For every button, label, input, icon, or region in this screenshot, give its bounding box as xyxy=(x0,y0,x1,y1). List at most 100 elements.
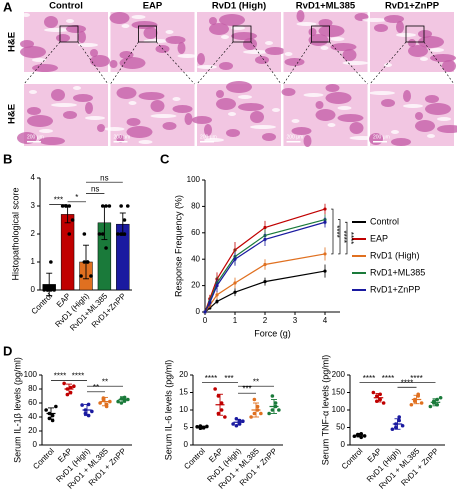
tissue xyxy=(104,127,125,131)
marker xyxy=(323,269,327,273)
tissue xyxy=(284,58,305,66)
tissue xyxy=(384,63,392,67)
significance: **** xyxy=(205,374,217,383)
data-point xyxy=(98,401,102,405)
tissue xyxy=(128,101,137,105)
y-axis-label: Response Frequency (%) xyxy=(173,195,183,297)
tissue xyxy=(349,122,364,134)
tissue xyxy=(303,135,312,147)
inset-line xyxy=(250,41,282,85)
data-point xyxy=(104,404,109,409)
x-tick-label: 1 xyxy=(233,316,238,325)
data-point xyxy=(359,432,364,436)
tissue xyxy=(291,127,312,135)
y-tick-label: 80 xyxy=(28,384,37,393)
marker xyxy=(263,225,267,230)
data-point xyxy=(237,422,242,426)
tissue xyxy=(291,119,300,123)
data-point xyxy=(216,394,221,398)
data-point xyxy=(374,399,379,404)
data-point xyxy=(409,402,414,407)
panel-label: B xyxy=(3,151,12,166)
data-point xyxy=(83,408,88,412)
y-axis-label: Serum IL-6 levels (pg/ml) xyxy=(163,360,173,461)
tissue xyxy=(20,40,34,48)
tissue xyxy=(121,24,130,28)
data-point xyxy=(65,387,70,391)
tissue xyxy=(396,21,404,33)
data-point xyxy=(352,434,357,439)
tissue xyxy=(85,116,105,120)
tissue xyxy=(32,64,58,72)
data-point xyxy=(119,397,124,401)
tissue xyxy=(408,45,428,57)
tissue xyxy=(51,103,77,107)
inset-box xyxy=(405,25,425,43)
tissue xyxy=(238,95,252,99)
inset-line xyxy=(110,41,139,85)
data-point xyxy=(83,411,88,416)
significance: **** xyxy=(410,374,422,383)
tissue xyxy=(369,91,395,95)
significance: **** xyxy=(339,231,348,243)
column-header: RvD1 (High) xyxy=(212,1,266,12)
tissue xyxy=(437,117,451,121)
significance: ** xyxy=(93,383,99,392)
tissue xyxy=(362,18,388,22)
data-point xyxy=(362,434,367,438)
data-point xyxy=(195,425,199,429)
data-point xyxy=(122,395,127,400)
tissue xyxy=(150,100,165,112)
tissue xyxy=(320,46,329,50)
data-point xyxy=(393,422,398,426)
y-axis-label: Serum TNF-α levels (pg/ml) xyxy=(320,355,330,466)
marker xyxy=(203,310,207,314)
column-header: RvD1+ZnPP xyxy=(385,1,440,12)
tissue xyxy=(425,95,439,103)
tissue xyxy=(51,89,65,101)
x-tick-label: Control xyxy=(31,446,56,471)
tissue xyxy=(391,130,399,134)
tissue xyxy=(162,122,177,130)
row-label: H&E xyxy=(7,32,18,52)
tissue xyxy=(29,90,37,94)
inset-line xyxy=(77,41,109,85)
data-point xyxy=(116,232,120,236)
data-point xyxy=(428,404,433,409)
data-point xyxy=(89,274,93,278)
column-header: Control xyxy=(49,1,83,12)
tissue xyxy=(337,106,352,110)
tissue xyxy=(56,34,70,42)
y-tick-label: 15 xyxy=(179,388,188,397)
data-point xyxy=(213,387,217,391)
tissue xyxy=(209,23,229,35)
tissue xyxy=(78,31,86,43)
tissue xyxy=(226,81,252,93)
tissue xyxy=(221,35,229,39)
data-point xyxy=(119,232,123,236)
significance: ** xyxy=(253,377,259,386)
data-point xyxy=(50,418,55,423)
y-tick-label: 0 xyxy=(341,440,346,449)
tissue xyxy=(197,65,217,69)
scale-bar-label: 200 μm xyxy=(373,134,390,140)
significance: **** xyxy=(346,232,355,244)
tissue xyxy=(165,30,174,34)
tissue xyxy=(226,129,240,137)
data-point xyxy=(67,232,72,236)
significance: * xyxy=(75,193,78,202)
data-point xyxy=(68,390,73,395)
y-tick-label: 20 xyxy=(28,426,37,435)
data-point xyxy=(82,260,87,264)
y-tick-label: 40 xyxy=(191,254,200,263)
tissue xyxy=(85,102,93,114)
significance: ns xyxy=(91,185,99,194)
data-point xyxy=(52,288,56,292)
data-point xyxy=(241,419,245,424)
marker xyxy=(323,220,327,224)
tissue xyxy=(420,57,428,61)
tissue xyxy=(281,88,296,96)
tissue xyxy=(384,15,404,23)
